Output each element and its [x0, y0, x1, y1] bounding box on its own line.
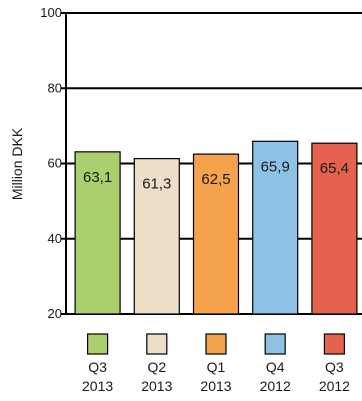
legend-swatch-4 — [323, 333, 345, 355]
category-legend: Q3 2013 Q2 2013 Q1 2013 Q4 2012 Q3 2012 — [82, 333, 350, 394]
category-label-year-0: 2013 — [82, 378, 113, 394]
category-label-quarter-1: Q2 — [147, 359, 166, 375]
category-label-quarter-0: Q3 — [88, 359, 107, 375]
y-axis-title: Million DKK — [9, 127, 25, 200]
legend-swatch-1 — [146, 333, 168, 355]
bar-3 — [252, 140, 299, 315]
bar-4 — [311, 142, 358, 315]
y-tick-label-40: 40 — [48, 231, 62, 246]
bars: 63,1 61,3 62,5 65,9 65,4 — [74, 140, 358, 315]
bar-value-label-1: 61,3 — [142, 176, 171, 193]
category-label-year-1: 2013 — [141, 378, 172, 394]
y-tick-label-80: 80 — [48, 80, 62, 95]
legend-swatch-3 — [264, 333, 286, 355]
bar-value-label-4: 65,4 — [320, 160, 349, 177]
bar-0 — [74, 151, 121, 315]
category-label-quarter-2: Q1 — [207, 359, 226, 375]
y-tick-labels: 20 40 60 80 100 — [40, 5, 66, 321]
category-label-year-3: 2012 — [260, 378, 291, 394]
category-label-quarter-3: Q4 — [266, 359, 285, 375]
category-label-year-2: 2013 — [200, 378, 231, 394]
y-tick-label-20: 20 — [48, 306, 62, 321]
y-tick-label-100: 100 — [40, 5, 62, 20]
y-tick-label-60: 60 — [48, 156, 62, 171]
category-label-year-4: 2012 — [319, 378, 350, 394]
bar-1 — [133, 158, 180, 315]
bar-2 — [192, 153, 240, 315]
legend-swatch-0 — [86, 333, 109, 355]
bar-value-label-0: 63,1 — [83, 169, 112, 186]
legend-swatch-2 — [205, 333, 227, 355]
bar-value-label-3: 65,9 — [261, 158, 290, 175]
category-label-quarter-4: Q3 — [325, 359, 344, 375]
bar-value-label-2: 62,5 — [201, 171, 230, 188]
